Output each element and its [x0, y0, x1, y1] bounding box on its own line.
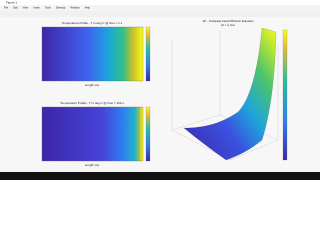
menu-item[interactable]: Help — [85, 6, 91, 10]
plot-title: Temperature Profile - T in deg C @ time … — [60, 101, 124, 105]
menu-item[interactable]: View — [23, 6, 29, 10]
menu-item[interactable]: File — [4, 6, 9, 10]
plot-title: 1D - Unsteady Heat Diffusion Equation — [202, 19, 254, 23]
menu-item[interactable]: Edit — [13, 6, 18, 10]
plot-title: Temperature Profile - T in deg C @ time … — [62, 21, 123, 25]
surface — [183, 27, 277, 161]
plot-subtitle: Ut = a Uxx — [221, 23, 236, 27]
screen: Figure 1 File Edit View Insert Tools Desktop W… — [0, 0, 320, 180]
menu-item[interactable]: Desktop — [56, 6, 66, 10]
menu-item[interactable]: Tools — [45, 6, 52, 10]
colorbar — [145, 106, 151, 162]
menu-item[interactable]: Window — [70, 6, 79, 10]
menu-bar: File Edit View Insert Tools Desktop Window Help — [4, 6, 90, 10]
toolbar — [0, 11, 320, 17]
window-title: Figure 1 — [6, 0, 17, 4]
heatmap — [41, 106, 144, 162]
axes-box — [171, 40, 279, 161]
axis-line — [171, 114, 221, 131]
x-axis-label: Length (m) — [85, 163, 100, 167]
menu-item[interactable]: Insert — [33, 6, 40, 10]
heatmap — [41, 26, 144, 82]
colorbar — [282, 29, 288, 161]
title-bar — [0, 0, 320, 5]
taskbar — [0, 172, 320, 180]
colorbar — [145, 26, 151, 82]
x-axis-label: Length (m) — [85, 83, 100, 87]
